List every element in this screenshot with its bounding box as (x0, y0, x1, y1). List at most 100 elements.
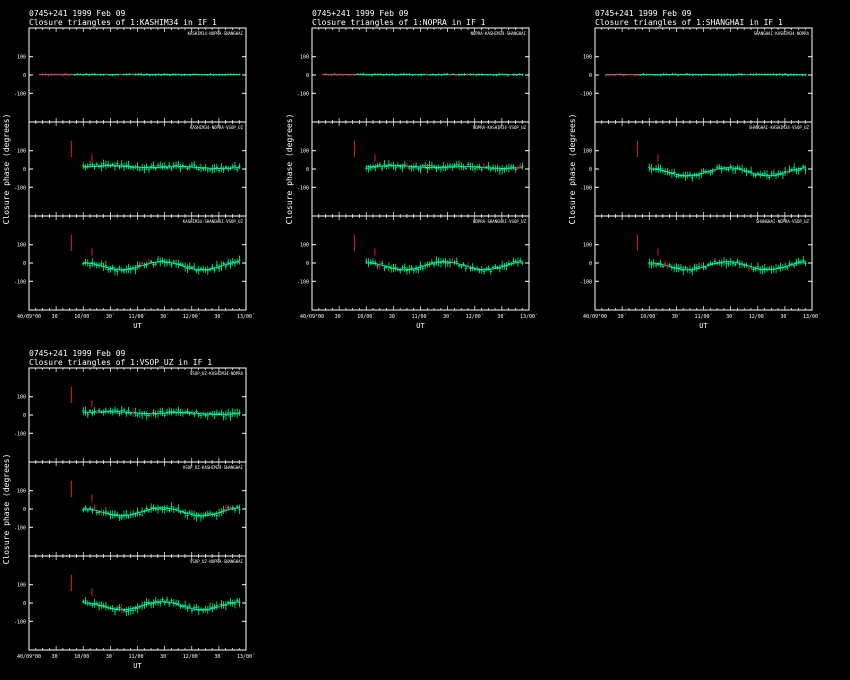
x-tick-label: 30´ (214, 654, 223, 660)
x-tick-label: 30´ (780, 314, 789, 320)
y-tick-label: 100 (17, 149, 26, 155)
x-tick-label: 30´ (443, 314, 452, 320)
figure-header-source-date: 0745+241 1999 Feb 09 (29, 349, 126, 358)
x-tick-label: 30´ (672, 314, 681, 320)
model-curve (649, 167, 806, 177)
y-tick-label: 0 (589, 73, 592, 79)
y-tick-label: 0 (306, 261, 309, 267)
triangle-label: KASHIM34-NOPRA-SHANGHAI (188, 31, 244, 36)
y-tick-label: 0 (23, 167, 26, 173)
triangle-label: VSOP_UZ-NOPRA-SHANGHAI (190, 559, 244, 564)
triangle-label: VSOP_UZ-KASHIM34-SHANGHAI (183, 465, 244, 470)
triangle-label: NOPRA-SHANGHAI-VSOP_UZ (473, 219, 527, 224)
x-tick-label: 30´ (106, 654, 115, 660)
x-tick-label: 40/09°00 (583, 314, 607, 320)
x-tick-label: 40/09°00 (17, 654, 41, 660)
x-tick-label: 30´ (160, 314, 169, 320)
x-tick-label: 11/00´ (411, 314, 429, 320)
closure-panel (311, 27, 530, 123)
x-tick-label: 12/00´ (183, 314, 201, 320)
y-axis-label: Closure phase (degrees) (2, 114, 11, 225)
figure-header-title: Closure triangles of 1:SHANGHAI in IF 1 (595, 18, 783, 27)
x-tick-label: 30´ (335, 314, 344, 320)
closure-panel (594, 121, 813, 217)
figure-header-title: Closure triangles of 1:VSOP_UZ in IF 1 (29, 358, 212, 367)
x-tick-label: 30´ (160, 654, 169, 660)
x-tick-label: 10/00´ (640, 314, 658, 320)
y-tick-label: 0 (306, 167, 309, 173)
closure-panel (28, 27, 247, 123)
closure-panel (594, 215, 813, 311)
y-tick-label: 100 (300, 243, 309, 249)
closure-panel (28, 555, 247, 651)
x-tick-label: 30´ (214, 314, 223, 320)
y-tick-label: 100 (300, 55, 309, 61)
model-curve (649, 261, 806, 271)
x-tick-label: 30´ (726, 314, 735, 320)
x-tick-label: 12/00´ (749, 314, 767, 320)
y-tick-label: -100 (297, 185, 309, 191)
panel-frame (28, 555, 247, 651)
closure-panel (28, 215, 247, 311)
x-tick-label: 30´ (497, 314, 506, 320)
x-tick-label: 13/00´ (520, 314, 538, 320)
x-tick-label: 13/00´ (237, 314, 255, 320)
y-axis-label: Closure phase (degrees) (568, 114, 577, 225)
y-tick-label: 100 (17, 395, 26, 401)
x-axis-label: UT (416, 322, 425, 330)
closure-panel (311, 121, 530, 217)
figure-header-source-date: 0745+241 1999 Feb 09 (29, 9, 126, 18)
y-tick-label: -100 (14, 431, 26, 437)
y-tick-label: 0 (23, 507, 26, 513)
triangle-label: KASHIM34-NOPRA-VSOP_UZ (190, 125, 244, 130)
figure-header-source-date: 0745+241 1999 Feb 09 (595, 9, 692, 18)
x-tick-label: 30´ (106, 314, 115, 320)
y-tick-label: 100 (17, 243, 26, 249)
y-tick-label: 100 (17, 55, 26, 61)
y-tick-label: -100 (580, 91, 592, 97)
y-tick-label: 0 (589, 167, 592, 173)
triangle-label: NOPRA-KASHIM34-VSOP_UZ (473, 125, 527, 130)
y-tick-label: 100 (17, 489, 26, 495)
y-axis-label: Closure phase (degrees) (2, 454, 11, 565)
closure-panel (311, 215, 530, 311)
x-tick-label: 13/00´ (803, 314, 821, 320)
x-tick-label: 30´ (52, 654, 61, 660)
y-tick-label: 100 (583, 55, 592, 61)
closure-panel (28, 367, 247, 463)
x-tick-label: 13/00´ (237, 654, 255, 660)
triangle-label: SHANGHAI-KASHIM34-VSOP_UZ (749, 125, 810, 130)
figure-header-title: Closure triangles of 1:NOPRA in IF 1 (312, 18, 486, 27)
y-tick-label: 0 (23, 73, 26, 79)
triangle-label: VSOP_UZ-KASHIM34-NOPRA (190, 371, 244, 376)
x-tick-label: 10/00´ (357, 314, 375, 320)
x-tick-label: 40/09°00 (300, 314, 324, 320)
x-axis-label: UT (133, 662, 142, 670)
y-tick-label: 0 (23, 601, 26, 607)
triangle-label: KASHIM34-SHANGHAI-VSOP_UZ (183, 219, 244, 224)
y-tick-label: -100 (14, 525, 26, 531)
x-tick-label: 11/00´ (694, 314, 712, 320)
y-tick-label: 0 (23, 261, 26, 267)
model-curve (83, 261, 240, 271)
y-tick-label: 100 (17, 583, 26, 589)
y-tick-label: 0 (306, 73, 309, 79)
closure-panel (28, 461, 247, 557)
figure-header-source-date: 0745+241 1999 Feb 09 (312, 9, 409, 18)
y-tick-label: -100 (14, 91, 26, 97)
closure-panel (594, 27, 813, 123)
x-tick-label: 12/00´ (183, 654, 201, 660)
x-axis-label: UT (699, 322, 708, 330)
triangle-label: SHANGHAI-KASHIM34-NOPRA (754, 31, 810, 36)
x-tick-label: 10/00´ (74, 314, 92, 320)
x-tick-label: 11/00´ (128, 654, 146, 660)
closure-panel (28, 121, 247, 217)
x-tick-label: 10/00´ (74, 654, 92, 660)
triangle-label: SHANGHAI-NOPRA-VSOP_UZ (756, 219, 810, 224)
y-tick-label: -100 (580, 279, 592, 285)
y-tick-label: -100 (297, 279, 309, 285)
y-tick-label: -100 (14, 279, 26, 285)
y-tick-label: 100 (583, 149, 592, 155)
y-tick-label: -100 (297, 91, 309, 97)
